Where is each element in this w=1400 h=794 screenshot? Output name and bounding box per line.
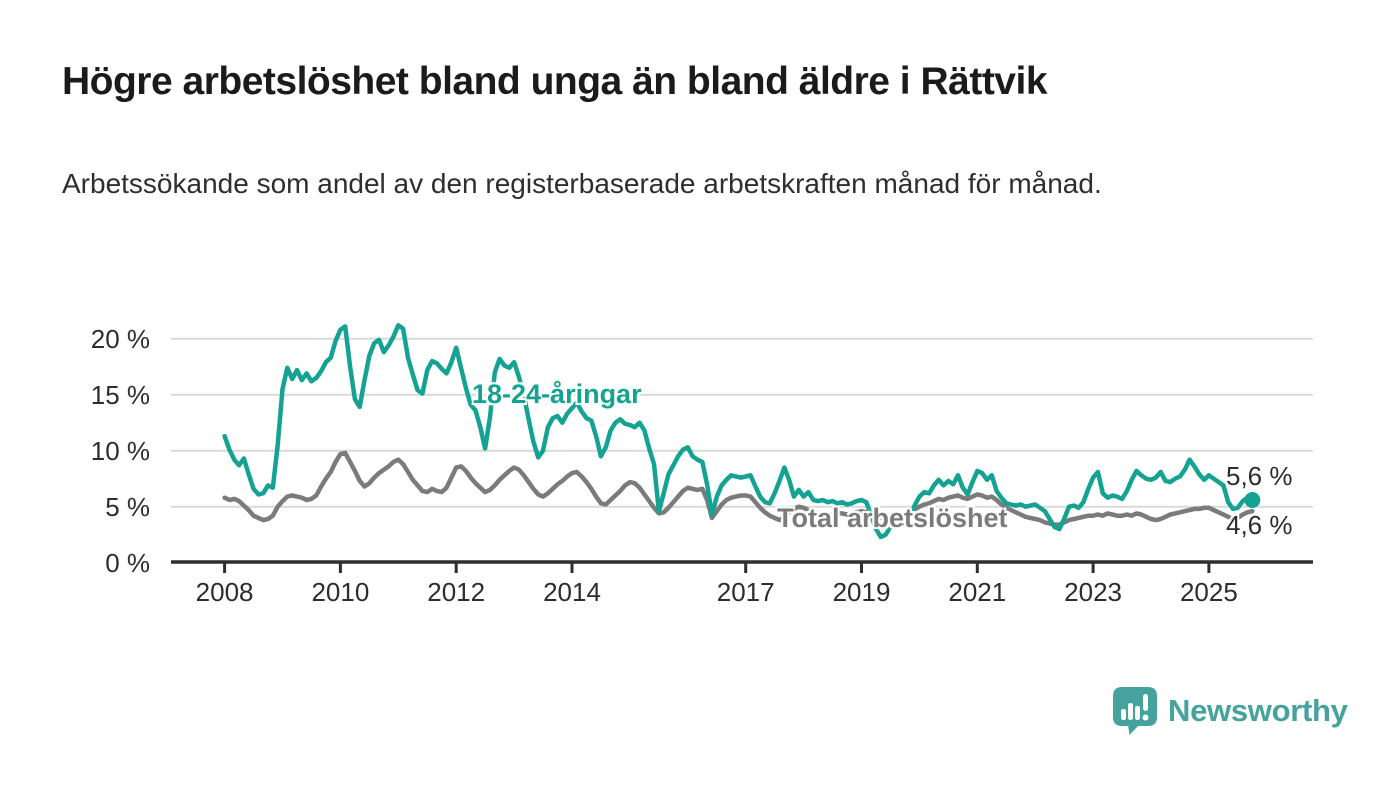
newsworthy-logo: Newsworthy (1112, 686, 1348, 736)
x-tick-label: 2025 (1179, 577, 1238, 607)
x-tick-label: 2021 (948, 577, 1007, 607)
x-tick-label: 2023 (1064, 577, 1123, 607)
brand-name: Newsworthy (1168, 693, 1348, 728)
series-line-18-24-åringar (222, 323, 1255, 540)
series-line-Total arbetslöshet (222, 450, 1255, 527)
y-tick-label: 15 % (90, 379, 150, 410)
end-value-total: 4,6 % (1226, 510, 1293, 540)
y-tick-label: 10 % (90, 435, 150, 466)
end-value-young: 5,6 % (1226, 461, 1293, 491)
x-tick-label: 2017 (716, 577, 775, 607)
series-label-young: 18-24-åringar (472, 379, 642, 409)
x-tick-label: 2008 (195, 577, 254, 607)
series-label-total: Total arbetslöshet (777, 503, 1008, 533)
page-title: Högre arbetslöshet bland unga än bland ä… (62, 60, 1048, 103)
latest-value-dot (1244, 491, 1261, 508)
x-tick-label: 2014 (543, 577, 601, 607)
x-tick-label: 2010 (311, 577, 370, 607)
x-tick-label: 2012 (427, 577, 486, 607)
y-tick-label: 20 % (90, 323, 150, 354)
y-tick-label: 0 % (105, 547, 150, 578)
x-tick-label: 2019 (832, 577, 891, 607)
newsworthy-bubble-chart-icon (1113, 687, 1157, 735)
y-tick-label: 5 % (105, 491, 150, 522)
page-subtitle: Arbetssökande som andel av den registerb… (62, 168, 1102, 199)
